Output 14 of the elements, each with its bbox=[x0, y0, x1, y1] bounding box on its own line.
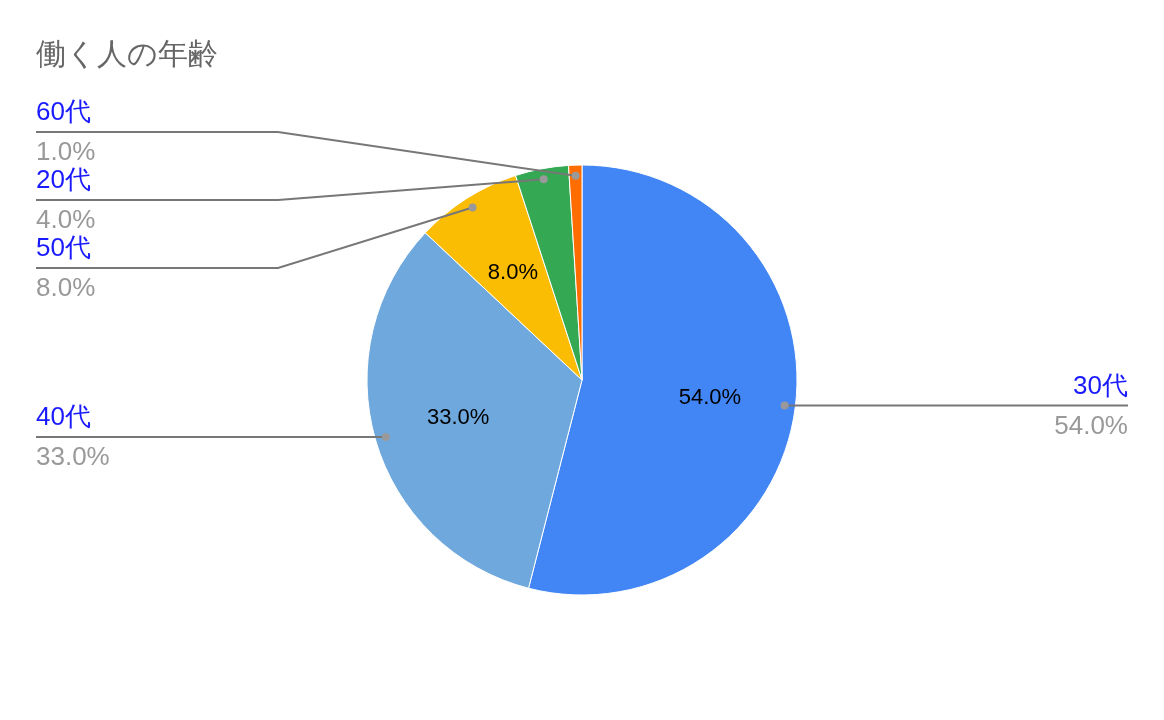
data-label: 1.0% bbox=[36, 136, 96, 166]
slice-label: 20代 bbox=[36, 164, 91, 194]
slice-label: 40代 bbox=[36, 400, 91, 431]
chart-title: 働く人の年齢 bbox=[36, 37, 218, 70]
slice-label: 60代 bbox=[36, 96, 91, 126]
data-label: 33.0% bbox=[426, 403, 490, 429]
data-label: 4.0% bbox=[36, 204, 96, 234]
text: 8.0% bbox=[36, 272, 96, 302]
slice-label: 50代 bbox=[36, 232, 91, 262]
text: 54.0% bbox=[1054, 409, 1128, 440]
slice-label: 30代 bbox=[1073, 369, 1128, 400]
data-label: 54.0% bbox=[678, 384, 742, 410]
data-label: 8.0% bbox=[487, 259, 538, 285]
text: 33.0% bbox=[36, 440, 110, 471]
